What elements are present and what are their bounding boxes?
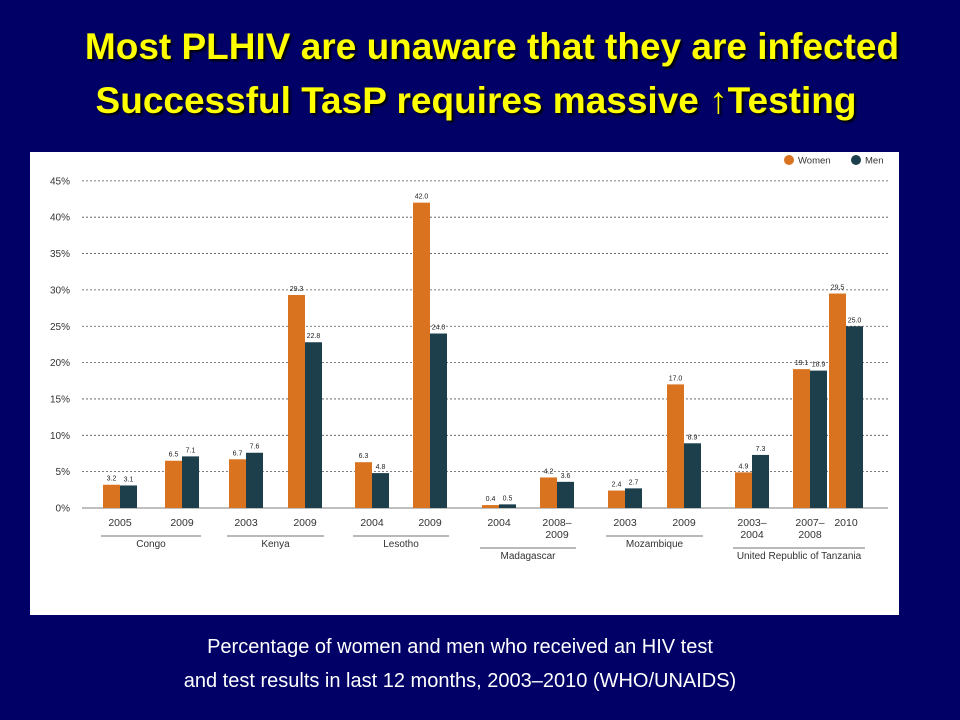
caption-line1: Percentage of women and men who received…: [207, 636, 713, 658]
value-label-men: 3.6: [561, 473, 571, 480]
bar-women: [793, 369, 810, 508]
bar-men: [120, 485, 137, 508]
x-tick-label: 2008: [798, 529, 822, 541]
bar-women: [540, 477, 557, 508]
country-label: United Republic of Tanzania: [737, 551, 862, 562]
y-tick-label: 20%: [50, 358, 70, 369]
legend-label-men: Men: [865, 156, 883, 167]
bar-women: [103, 484, 120, 508]
value-label-women: 2.4: [612, 482, 622, 489]
x-tick-label: 2003: [613, 517, 637, 529]
legend-swatch-women: [784, 155, 794, 165]
y-tick-label: 15%: [50, 394, 70, 405]
y-tick-label: 25%: [50, 322, 70, 333]
value-label-men: 22.8: [307, 333, 321, 340]
slide-title-line1: Most PLHIV are unaware that they are inf…: [84, 26, 900, 67]
bar-women: [735, 472, 752, 508]
bar-women: [413, 202, 430, 508]
bar-women: [667, 384, 684, 508]
value-label-women: 6.7: [233, 450, 243, 457]
value-label-women: 6.3: [359, 453, 369, 460]
x-tick-label: 2007–: [795, 517, 824, 529]
y-tick-label: 40%: [50, 213, 70, 224]
bar-chart: 0% 5% 10% 15% 20% 25% 30% 35% 40% 45% 3.2 3.1 2005 6.…: [50, 155, 888, 562]
x-tick-label: 2009: [545, 529, 569, 541]
country-label: Congo: [136, 539, 166, 550]
value-label-men: 0.5: [503, 495, 513, 502]
slide-title-line2: Successful TasP requires massive ↑Testin…: [95, 80, 857, 121]
value-label-men: 7.6: [250, 444, 260, 451]
x-tick-label: 2005: [108, 517, 132, 529]
bar-women: [288, 294, 305, 508]
x-tick-label: 2009: [293, 517, 317, 529]
country-label: Madagascar: [500, 551, 556, 562]
value-label-women: 19.1: [795, 360, 809, 367]
x-tick-label: 2009: [170, 517, 194, 529]
value-label-men: 8.9: [688, 434, 698, 441]
bar-women: [608, 490, 625, 508]
x-tick-label: 2009: [672, 517, 696, 529]
y-tick-label: 5%: [56, 467, 71, 478]
country-label: Kenya: [261, 539, 290, 550]
bar-men: [625, 488, 642, 508]
value-label-men: 3.1: [124, 476, 134, 483]
value-label-men: 7.1: [186, 447, 196, 454]
legend-label-women: Women: [798, 156, 831, 167]
bar-men: [752, 454, 769, 508]
bar-men: [246, 452, 263, 508]
x-tick-label: 2008–: [542, 517, 571, 529]
bar-women: [165, 460, 182, 508]
value-label-women: 17.0: [669, 375, 683, 382]
value-label-women: 42.0: [415, 194, 429, 201]
bar-women: [482, 505, 499, 508]
value-label-women: 0.4: [486, 496, 496, 503]
value-label-men: 24.0: [432, 325, 446, 332]
bar-men: [810, 370, 827, 508]
x-tick-label: 2004: [740, 529, 764, 541]
caption-line2: and test results in last 12 months, 2003…: [183, 670, 737, 692]
value-label-women: 4.2: [544, 468, 554, 475]
bar-men: [430, 333, 447, 508]
x-tick-label: 2010: [834, 517, 858, 529]
y-tick-label: 10%: [50, 431, 70, 442]
x-tick-label: 2004: [360, 517, 384, 529]
country-label: Mozambique: [626, 539, 684, 550]
bar-men: [684, 443, 701, 508]
y-tick-label: 0%: [56, 504, 71, 515]
bar-men: [182, 456, 199, 508]
bar-men: [305, 342, 322, 508]
value-label-men: 7.3: [756, 446, 766, 453]
y-tick-label: 30%: [50, 285, 70, 296]
bar-women: [229, 459, 246, 508]
value-label-women: 29.5: [831, 285, 845, 292]
x-tick-label: 2003–: [737, 517, 766, 529]
legend-swatch-men: [851, 155, 861, 165]
bar-men: [846, 326, 863, 508]
value-label-men: 18.9: [812, 362, 826, 369]
x-tick-label: 2003: [234, 517, 258, 529]
value-label-men: 2.7: [629, 479, 639, 486]
country-label: Lesotho: [383, 539, 419, 550]
chart-panel: 0% 5% 10% 15% 20% 25% 30% 35% 40% 45% 3.2 3.1 2005 6.…: [30, 152, 899, 615]
bar-men: [557, 481, 574, 508]
value-label-men: 4.8: [376, 464, 386, 471]
bar-women: [829, 293, 846, 508]
value-label-women: 6.5: [169, 452, 179, 459]
y-tick-label: 45%: [50, 176, 70, 187]
value-label-women: 3.2: [107, 476, 117, 483]
value-label-women: 29.3: [290, 286, 304, 293]
y-tick-label: 35%: [50, 249, 70, 260]
x-tick-label: 2004: [487, 517, 511, 529]
value-label-men: 25.0: [848, 317, 862, 324]
bar-men: [372, 473, 389, 508]
bar-women: [355, 462, 372, 508]
value-label-women: 4.9: [739, 463, 749, 470]
x-tick-label: 2009: [418, 517, 442, 529]
bar-men: [499, 504, 516, 508]
